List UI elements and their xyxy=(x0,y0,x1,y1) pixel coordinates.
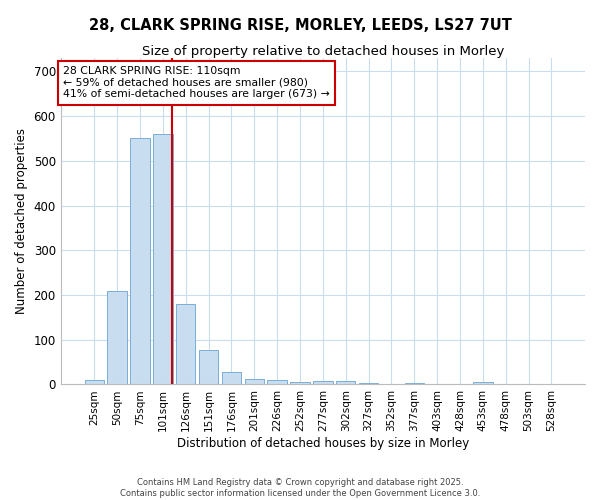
Bar xyxy=(221,372,241,384)
Bar xyxy=(268,380,287,384)
Text: 28, CLARK SPRING RISE, MORLEY, LEEDS, LS27 7UT: 28, CLARK SPRING RISE, MORLEY, LEEDS, LS… xyxy=(89,18,511,32)
Bar xyxy=(359,383,378,384)
Text: 28 CLARK SPRING RISE: 110sqm
← 59% of detached houses are smaller (980)
41% of s: 28 CLARK SPRING RISE: 110sqm ← 59% of de… xyxy=(63,66,330,100)
Bar xyxy=(153,134,173,384)
Bar xyxy=(176,304,196,384)
Bar xyxy=(404,383,424,384)
Bar xyxy=(199,350,218,384)
Title: Size of property relative to detached houses in Morley: Size of property relative to detached ho… xyxy=(142,45,504,58)
X-axis label: Distribution of detached houses by size in Morley: Distribution of detached houses by size … xyxy=(177,437,469,450)
Bar xyxy=(473,382,493,384)
Bar xyxy=(245,379,264,384)
Y-axis label: Number of detached properties: Number of detached properties xyxy=(15,128,28,314)
Bar xyxy=(336,381,355,384)
Bar xyxy=(107,290,127,384)
Bar xyxy=(290,382,310,384)
Bar xyxy=(130,138,149,384)
Bar xyxy=(313,381,332,384)
Text: Contains HM Land Registry data © Crown copyright and database right 2025.
Contai: Contains HM Land Registry data © Crown c… xyxy=(120,478,480,498)
Bar xyxy=(85,380,104,384)
